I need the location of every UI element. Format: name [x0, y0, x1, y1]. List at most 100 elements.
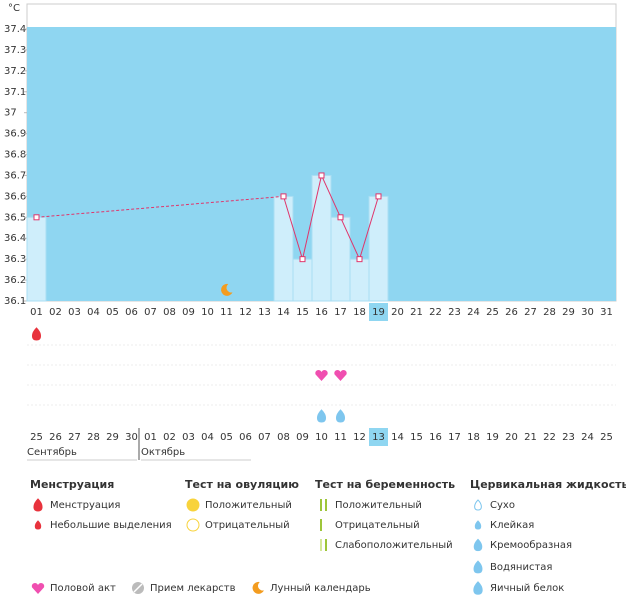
- temp-bar: [330, 216, 351, 302]
- pill-line: [133, 583, 143, 593]
- cycle-day: 17: [448, 432, 461, 443]
- x-tick-label: 07: [144, 307, 157, 318]
- day-highlight: [369, 303, 388, 321]
- x-tick-label: 11: [220, 307, 233, 318]
- temp-bar: [311, 174, 332, 302]
- x-tick-label: 21: [410, 307, 423, 318]
- legend-item: Сухо: [490, 500, 515, 511]
- x-tick-label: 05: [106, 307, 119, 318]
- x-tick-label: 13: [258, 307, 271, 318]
- heart-icon: [31, 582, 45, 594]
- drop-icon: [34, 520, 42, 530]
- cycle-day: 23: [562, 432, 575, 443]
- x-tick-label: 30: [581, 307, 594, 318]
- heart-icon: [315, 369, 328, 381]
- x-tick-label: 01: [30, 307, 43, 318]
- x-tick-label: 20: [391, 307, 404, 318]
- temp-bar: [368, 195, 389, 302]
- legend-item: Яичный белок: [490, 583, 564, 594]
- heart-icon: [334, 369, 347, 381]
- month-label: Сентябрь: [27, 447, 77, 458]
- temp-bar: [349, 258, 370, 302]
- legend-item: Положительный: [205, 500, 292, 511]
- cycle-day: 10: [315, 432, 328, 443]
- x-tick-label: 24: [467, 307, 480, 318]
- drop-icon: [474, 520, 482, 530]
- legend-extra: Половой акт: [50, 583, 116, 594]
- cycle-day: 01: [144, 432, 157, 443]
- cycle-day: 11: [334, 432, 347, 443]
- y-tick-label: 36.3: [4, 254, 26, 265]
- cycle-day: 09: [296, 432, 309, 443]
- cycle-day: 04: [201, 432, 214, 443]
- y-tick-label: 37.2: [4, 66, 26, 77]
- x-tick-label: 22: [429, 307, 442, 318]
- cycle-day: 22: [543, 432, 556, 443]
- day-highlight: [369, 428, 388, 446]
- cycle-day: 06: [239, 432, 252, 443]
- ovulation-icon: [186, 498, 200, 512]
- cycle-day: 15: [410, 432, 423, 443]
- temp-bar: [26, 216, 47, 302]
- legend-title: Тест на овуляцию: [185, 478, 299, 491]
- temp-bar: [273, 195, 294, 302]
- x-tick-label: 14: [277, 307, 290, 318]
- x-tick-label: 02: [49, 307, 62, 318]
- cycle-day: 16: [429, 432, 442, 443]
- temp-point: [318, 172, 325, 179]
- temp-line: [283, 173, 379, 262]
- drop-icon: [474, 499, 482, 511]
- drop-icon: [473, 538, 483, 552]
- y-tick-label: 36.9: [4, 129, 26, 140]
- x-tick-label: 26: [505, 307, 518, 318]
- cycle-day: 18: [467, 432, 480, 443]
- x-tick-label: 27: [524, 307, 537, 318]
- y-tick-label: 36.5: [4, 212, 26, 223]
- legend-title: Цервикальная жидкость: [470, 478, 626, 491]
- legend-item: Небольшие выделения: [50, 520, 172, 531]
- drop-icon: [316, 409, 327, 423]
- x-tick-label: 08: [163, 307, 176, 318]
- x-tick-label: 25: [486, 307, 499, 318]
- cycle-day: 24: [581, 432, 594, 443]
- legend-item: Отрицательный: [205, 520, 290, 531]
- temp-point: [356, 256, 363, 263]
- gap-connector: [36, 195, 284, 218]
- y-tick-label: 37.4: [4, 24, 26, 35]
- legend-item: Клейкая: [490, 520, 534, 531]
- cycle-day: 21: [524, 432, 537, 443]
- x-tick-label: 15: [296, 307, 309, 318]
- legend-extra: Прием лекарств: [150, 583, 236, 594]
- legend-item: Отрицательный: [335, 520, 420, 531]
- x-tick-label: 28: [543, 307, 556, 318]
- drop-icon: [33, 498, 43, 512]
- temp-point: [337, 214, 344, 221]
- y-tick-label: 36.7: [4, 170, 26, 181]
- legend-title: Менструация: [30, 478, 114, 491]
- test-bar: [320, 539, 322, 551]
- cycle-day: 03: [182, 432, 195, 443]
- legend-item: Положительный: [335, 500, 422, 511]
- y-tick-label: 37.3: [4, 45, 26, 56]
- x-tick-label: 12: [239, 307, 252, 318]
- y-tick-label: 37: [4, 108, 17, 119]
- legend-item: Водянистая: [490, 562, 552, 573]
- x-tick-label: 16: [315, 307, 328, 318]
- cycle-day: 14: [391, 432, 404, 443]
- cycle-day: 29: [106, 432, 119, 443]
- y-tick-label: 36.4: [4, 233, 26, 244]
- moon-icon: [252, 581, 264, 594]
- cycle-day: 28: [87, 432, 100, 443]
- cycle-day: 08: [277, 432, 290, 443]
- cycle-day: 02: [163, 432, 176, 443]
- x-tick-label: 10: [201, 307, 214, 318]
- test-bar: [325, 499, 327, 511]
- temp-point: [299, 256, 306, 263]
- test-bar: [320, 519, 322, 531]
- cycle-day: 13: [372, 432, 385, 443]
- x-tick-label: 09: [182, 307, 195, 318]
- legend-item: Менструация: [50, 500, 120, 511]
- month-label: Октябрь: [141, 447, 185, 458]
- cycle-day: 27: [68, 432, 81, 443]
- x-tick-label: 31: [600, 307, 613, 318]
